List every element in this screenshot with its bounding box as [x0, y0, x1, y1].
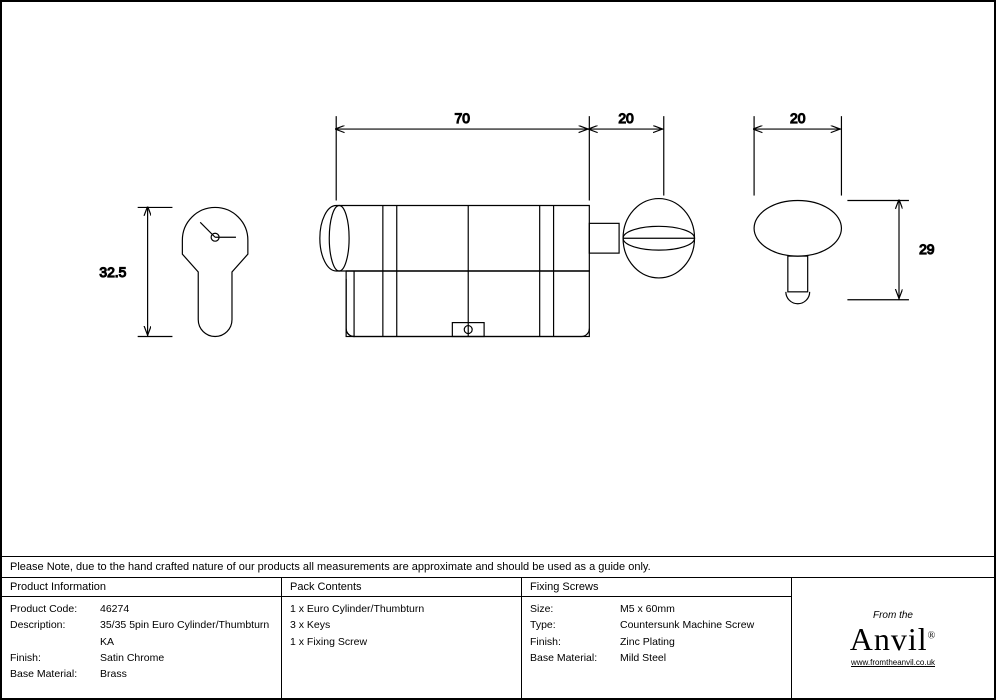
brand-logo: From the Anvil® www.fromtheanvil.co.uk [850, 610, 937, 667]
pack-item: 1 x Euro Cylinder/Thumbturn [290, 601, 513, 617]
value-description-2: KA [100, 634, 273, 650]
logo-registered: ® [928, 630, 937, 641]
value-screw-size: M5 x 60mm [620, 601, 783, 617]
value-product-code: 46274 [100, 601, 273, 617]
dim-knob-width: 20 [754, 110, 841, 195]
disclaimer-note: Please Note, due to the hand crafted nat… [2, 557, 994, 578]
label: Base Material: [10, 666, 100, 682]
thumbturn-front-view [754, 201, 841, 304]
value-screw-base: Mild Steel [620, 650, 783, 666]
title-block: Please Note, due to the hand crafted nat… [2, 556, 994, 698]
dim-label: 29 [919, 241, 935, 257]
logo-from-text: From the [850, 610, 937, 621]
label: Finish: [10, 650, 100, 666]
logo-main-text: Anvil [850, 621, 928, 657]
label: Product Code: [10, 601, 100, 617]
drawing-sheet: 32.5 [0, 0, 996, 700]
product-information-section: Product Information Product Code:46274 D… [2, 578, 282, 698]
euro-profile-end-view [182, 207, 248, 336]
value-screw-type: Countersunk Machine Screw [620, 617, 783, 633]
pack-item: 3 x Keys [290, 617, 513, 633]
value-screw-finish: Zinc Plating [620, 634, 783, 650]
dim-body-width: 70 [336, 110, 589, 200]
dim-label: 32.5 [99, 264, 126, 280]
cylinder-side-view [320, 199, 695, 337]
dim-label: 70 [455, 110, 471, 126]
value-base-material: Brass [100, 666, 273, 682]
dim-knob-height: 29 [847, 201, 934, 300]
label: Description: [10, 617, 100, 633]
section-header: Fixing Screws [522, 578, 791, 597]
logo-url: www.fromtheanvil.co.uk [850, 658, 937, 667]
label: Finish: [530, 634, 620, 650]
pack-contents-section: Pack Contents 1 x Euro Cylinder/Thumbtur… [282, 578, 522, 698]
section-header: Pack Contents [282, 578, 521, 597]
value-finish: Satin Chrome [100, 650, 273, 666]
pack-item: 1 x Fixing Screw [290, 634, 513, 650]
dim-thumb-length: 20 [589, 110, 663, 195]
label: Size: [530, 601, 620, 617]
dim-label: 20 [618, 110, 634, 126]
label: Base Material: [530, 650, 620, 666]
value-description: 35/35 5pin Euro Cylinder/Thumbturn [100, 617, 273, 633]
logo-section: From the Anvil® www.fromtheanvil.co.uk [792, 578, 994, 698]
technical-drawing: 32.5 [2, 2, 994, 538]
label: Type: [530, 617, 620, 633]
drawing-area: 32.5 [2, 2, 994, 538]
dim-label: 20 [790, 110, 806, 126]
dim-profile-height: 32.5 [99, 207, 172, 336]
section-header: Product Information [2, 578, 281, 597]
fixing-screws-section: Fixing Screws Size:M5 x 60mm Type:Counte… [522, 578, 792, 698]
